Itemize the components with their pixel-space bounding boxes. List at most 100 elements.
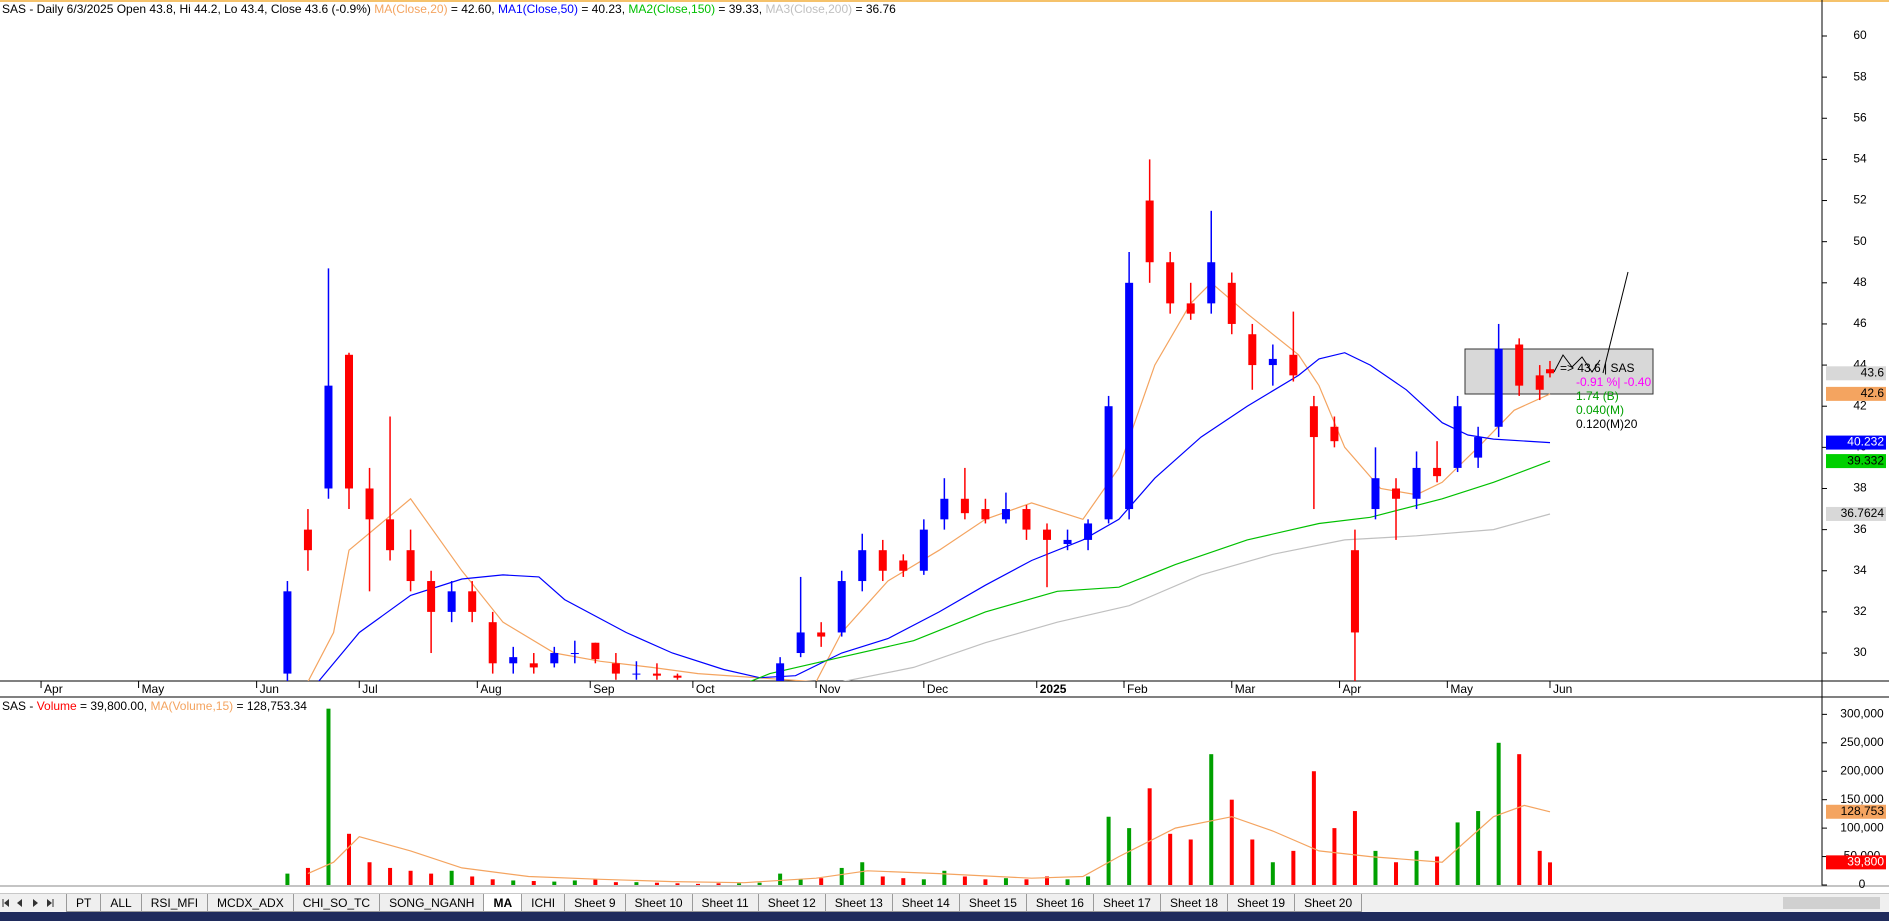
sheet-tab[interactable]: CHI_SO_TC: [292, 894, 381, 912]
volume-bar: [511, 880, 516, 885]
scrollbar[interactable]: [1783, 897, 1880, 909]
last-value-label: 40.232: [1847, 435, 1884, 449]
volume-bar: [1229, 799, 1234, 885]
candle-body: [1043, 529, 1052, 540]
sheet-tab[interactable]: SONG_NGANH: [379, 894, 485, 912]
candle-body: [673, 675, 682, 678]
candle-body: [1535, 375, 1544, 390]
candle-body: [550, 653, 559, 664]
volume-bar: [1065, 879, 1070, 885]
candle-body: [940, 498, 949, 520]
candle-body: [1371, 478, 1380, 510]
candle-body: [427, 581, 436, 612]
title-part: MA(Volume,15): [150, 699, 233, 713]
candle-body: [447, 591, 456, 612]
price-plot: [283, 159, 1554, 692]
volume-bar: [1045, 876, 1050, 885]
sheet-tab[interactable]: Sheet 20: [1294, 894, 1363, 912]
candle-body: [1248, 334, 1257, 366]
last-value-badge: [1826, 855, 1886, 870]
sheet-tab[interactable]: Sheet 12: [757, 894, 826, 912]
candle-body: [1412, 467, 1421, 499]
candle-body: [488, 622, 497, 664]
volume-bar: [1147, 788, 1152, 885]
volume-bar: [1455, 822, 1460, 885]
volume-bar: [388, 867, 393, 885]
candle-body: [858, 550, 867, 582]
x-tick-label: Nov: [819, 682, 840, 696]
quote-annotation: 0.120(M)20: [1576, 417, 1638, 431]
candle-body: [1494, 348, 1503, 427]
candle-body: [365, 488, 374, 520]
y-tick-label: 56: [1853, 110, 1867, 124]
chart: SAS - Daily 6/3/2025 Open 43.8, Hi 44.2,…: [0, 0, 1889, 891]
x-tick-label: Aug: [480, 682, 501, 696]
volume-bar: [490, 879, 495, 885]
candle-body: [1207, 262, 1216, 304]
sheet-tab[interactable]: ALL: [100, 894, 142, 912]
moving-average-line: [307, 281, 1551, 681]
volume-bar: [757, 882, 762, 885]
sheet-tab[interactable]: MCDX_ADX: [207, 894, 294, 912]
y-tick-label: 100,000: [1840, 820, 1884, 834]
sheet-tab[interactable]: MA: [483, 894, 523, 912]
y-tick-label: 48: [1853, 275, 1867, 289]
volume-bar: [1373, 850, 1378, 885]
volume-bar: [962, 876, 967, 885]
candle-body: [1186, 303, 1195, 314]
title-part: MA(Close,20): [374, 2, 447, 16]
volume-bar: [716, 883, 721, 885]
candle-body: [570, 653, 579, 655]
quote-annotation: 0.040(M): [1576, 403, 1624, 417]
sheet-tab[interactable]: Sheet 14: [891, 894, 960, 912]
y-tick-label: 200,000: [1840, 763, 1884, 777]
title-part: SAS -: [2, 699, 37, 713]
volume-bar: [1127, 828, 1132, 885]
volume-bar: [819, 878, 824, 885]
sheet-tab[interactable]: PT: [66, 894, 102, 912]
volume-bar: [1270, 862, 1275, 885]
y-tick-label: 50: [1853, 234, 1867, 248]
sheet-tab[interactable]: RSI_MFI: [140, 894, 209, 912]
candle-body: [468, 591, 477, 612]
candle-body: [919, 529, 928, 571]
sheet-tab[interactable]: Sheet 19: [1227, 894, 1296, 912]
sheet-tab[interactable]: Sheet 15: [958, 894, 1027, 912]
candle-body: [1309, 406, 1318, 438]
volume-bar: [1352, 811, 1357, 885]
sheet-tab[interactable]: Sheet 11: [691, 894, 759, 912]
quote-annotation: 1.74 (B): [1576, 389, 1619, 403]
volume-bar: [367, 862, 372, 885]
sheet-tab[interactable]: Sheet 9: [564, 894, 626, 912]
volume-bar: [531, 881, 536, 885]
candle-body: [735, 688, 743, 692]
candle-body: [776, 663, 785, 681]
candle-body: [1145, 200, 1154, 263]
y-tick-label: 0: [1859, 877, 1866, 891]
y-tick-label: 32: [1853, 604, 1867, 618]
candle-body: [1022, 509, 1031, 530]
sheet-tab[interactable]: Sheet 17: [1092, 894, 1161, 912]
volume-bar: [1332, 828, 1337, 885]
y-tick-label: 42: [1853, 398, 1867, 412]
sheet-tab[interactable]: Sheet 13: [824, 894, 893, 912]
volume-bar: [1106, 816, 1111, 885]
sheet-tab[interactable]: Sheet 16: [1025, 894, 1094, 912]
candle-body: [756, 684, 764, 688]
tab-nav[interactable]: [0, 894, 66, 912]
sheet-tab[interactable]: ICHI: [521, 894, 566, 912]
sheet-tab[interactable]: Sheet 10: [624, 894, 693, 912]
y-tick-label: 150,000: [1840, 792, 1884, 806]
y-tick-label: 38: [1853, 481, 1867, 495]
x-tick-label: Feb: [1127, 682, 1148, 696]
candle-body: [1125, 282, 1134, 510]
title-part: = 40.23,: [578, 2, 628, 16]
sheet-tab[interactable]: Sheet 18: [1159, 894, 1229, 912]
x-tick-label: Jun: [1553, 682, 1572, 696]
candle-body: [1063, 539, 1072, 545]
volume-bar: [1496, 742, 1501, 885]
volume-bar: [778, 873, 783, 885]
volume-bar: [1003, 878, 1008, 885]
last-value-label: 39,800: [1847, 855, 1884, 869]
y-tick-label: 30: [1853, 645, 1867, 659]
